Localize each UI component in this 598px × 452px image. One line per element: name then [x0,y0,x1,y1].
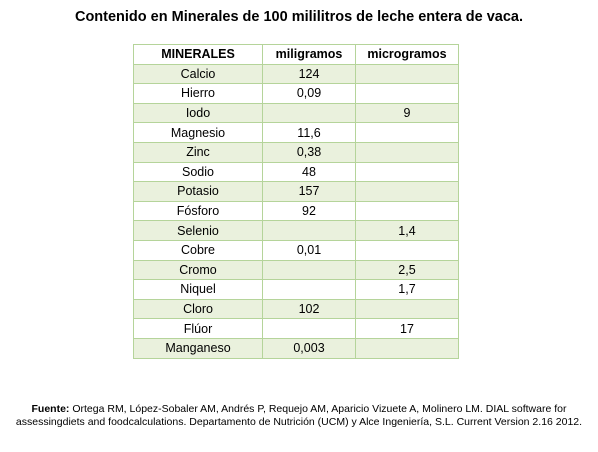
column-header-minerales: MINERALES [133,44,263,65]
cell-miligramos [262,220,356,241]
table-row: Fósforo 92 [133,200,459,222]
cell-miligramos [262,259,356,281]
table-row: Cobre 0,01 [133,239,459,261]
cell-miligramos: 92 [262,200,356,222]
cell-microgramos [355,83,459,104]
cell-mineral: Manganeso [133,337,263,359]
cell-miligramos [262,279,356,300]
table-row: Calcio 124 [133,63,459,85]
cell-miligramos: 0,003 [262,337,356,359]
cell-microgramos: 9 [355,102,459,124]
cell-microgramos: 2,5 [355,259,459,281]
table-row: Iodo 9 [133,102,459,124]
cell-microgramos: 1,7 [355,279,459,300]
cell-mineral: Potasio [133,181,263,202]
cell-microgramos [355,200,459,222]
cell-microgramos [355,122,459,143]
cell-mineral: Iodo [133,102,263,124]
table-row: Selenio 1,4 [133,220,459,241]
cell-miligramos [262,318,356,339]
cell-microgramos [355,337,459,359]
cell-mineral: Cobre [133,239,263,261]
source-text: Ortega RM, López-Sobaler AM, Andrés P, R… [15,403,583,428]
cell-miligramos: 0,09 [262,83,356,104]
table-row: Magnesio 11,6 [133,122,459,143]
table-title: Contenido en Minerales de 100 mililitros… [74,9,524,25]
table-row: Sodio 48 [133,161,459,183]
cell-mineral: Magnesio [133,122,263,143]
cell-microgramos [355,239,459,261]
table-row: Niquel 1,7 [133,279,459,300]
cell-microgramos: 1,4 [355,220,459,241]
cell-microgramos [355,181,459,202]
cell-mineral: Niquel [133,279,263,300]
source-note: Fuente: Ortega RM, López-Sobaler AM, And… [8,403,590,429]
table-row: Flúor 17 [133,318,459,339]
cell-mineral: Sodio [133,161,263,183]
table-row: Hierro 0,09 [133,83,459,104]
cell-mineral: Cloro [133,298,263,320]
table-row: Cloro 102 [133,298,459,320]
table-body: Calcio 124 Hierro 0,09 Iodo 9 Magnesio 11,6 Zinc… [133,63,459,359]
table-header-row: MINERALES miligramos microgramos [133,44,459,65]
source-label: Fuente: [31,403,70,415]
cell-mineral: Cromo [133,259,263,281]
cell-mineral: Calcio [133,63,263,85]
cell-microgramos [355,161,459,183]
table-row: Cromo 2,5 [133,259,459,281]
minerals-table: MINERALES miligramos microgramos Calcio 1… [133,44,459,359]
cell-microgramos [355,63,459,85]
table-row: Manganeso 0,003 [133,337,459,359]
cell-mineral: Fósforo [133,200,263,222]
cell-mineral: Hierro [133,83,263,104]
cell-miligramos: 11,6 [262,122,356,143]
cell-miligramos: 124 [262,63,356,85]
table-row: Zinc 0,38 [133,141,459,163]
cell-mineral: Selenio [133,220,263,241]
cell-miligramos: 157 [262,181,356,202]
cell-miligramos: 48 [262,161,356,183]
cell-microgramos: 17 [355,318,459,339]
cell-miligramos: 102 [262,298,356,320]
column-header-miligramos: miligramos [262,44,356,65]
column-header-microgramos: microgramos [355,44,459,65]
cell-mineral: Zinc [133,141,263,163]
cell-microgramos [355,298,459,320]
cell-mineral: Flúor [133,318,263,339]
cell-microgramos [355,141,459,163]
cell-miligramos [262,102,356,124]
table-row: Potasio 157 [133,181,459,202]
cell-miligramos: 0,01 [262,239,356,261]
cell-miligramos: 0,38 [262,141,356,163]
